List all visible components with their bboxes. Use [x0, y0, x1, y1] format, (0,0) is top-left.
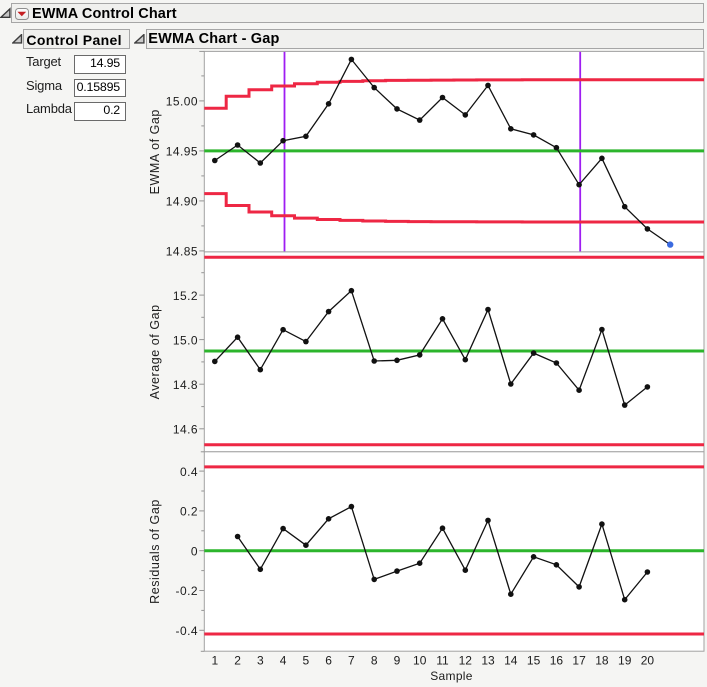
svg-text:3: 3: [257, 653, 264, 667]
svg-text:6: 6: [325, 653, 332, 667]
svg-text:10: 10: [413, 653, 427, 667]
svg-text:18: 18: [595, 653, 609, 667]
svg-text:14.6: 14.6: [173, 423, 198, 437]
svg-text:7: 7: [348, 653, 355, 667]
svg-text:-0.4: -0.4: [176, 624, 198, 638]
svg-text:11: 11: [436, 653, 449, 667]
svg-text:Sample: Sample: [430, 669, 473, 683]
svg-text:14.85: 14.85: [166, 245, 198, 259]
svg-text:9: 9: [394, 653, 401, 667]
svg-text:1: 1: [211, 653, 218, 667]
svg-text:14.95: 14.95: [166, 145, 198, 159]
svg-text:4: 4: [280, 653, 287, 667]
svg-text:15: 15: [527, 653, 541, 667]
svg-text:17: 17: [572, 653, 586, 667]
svg-text:-0.2: -0.2: [176, 584, 198, 598]
svg-text:20: 20: [641, 653, 655, 667]
svg-text:14: 14: [504, 653, 518, 667]
svg-text:Average of Gap: Average of Gap: [148, 304, 162, 399]
svg-text:15.2: 15.2: [173, 289, 198, 303]
svg-text:5: 5: [303, 653, 310, 667]
svg-text:0.2: 0.2: [180, 505, 198, 519]
svg-text:2: 2: [234, 653, 241, 667]
svg-text:Residuals of Gap: Residuals of Gap: [148, 499, 162, 604]
svg-text:8: 8: [371, 653, 378, 667]
svg-text:15.00: 15.00: [166, 95, 198, 109]
svg-text:EWMA of Gap: EWMA of Gap: [148, 109, 162, 194]
svg-text:15.0: 15.0: [173, 333, 198, 347]
svg-text:14.90: 14.90: [166, 195, 198, 209]
svg-text:0.4: 0.4: [180, 465, 198, 479]
svg-text:13: 13: [481, 653, 495, 667]
svg-text:19: 19: [618, 653, 632, 667]
svg-text:16: 16: [550, 653, 564, 667]
svg-text:0: 0: [191, 544, 198, 558]
svg-text:12: 12: [459, 653, 473, 667]
svg-text:14.8: 14.8: [173, 378, 198, 392]
